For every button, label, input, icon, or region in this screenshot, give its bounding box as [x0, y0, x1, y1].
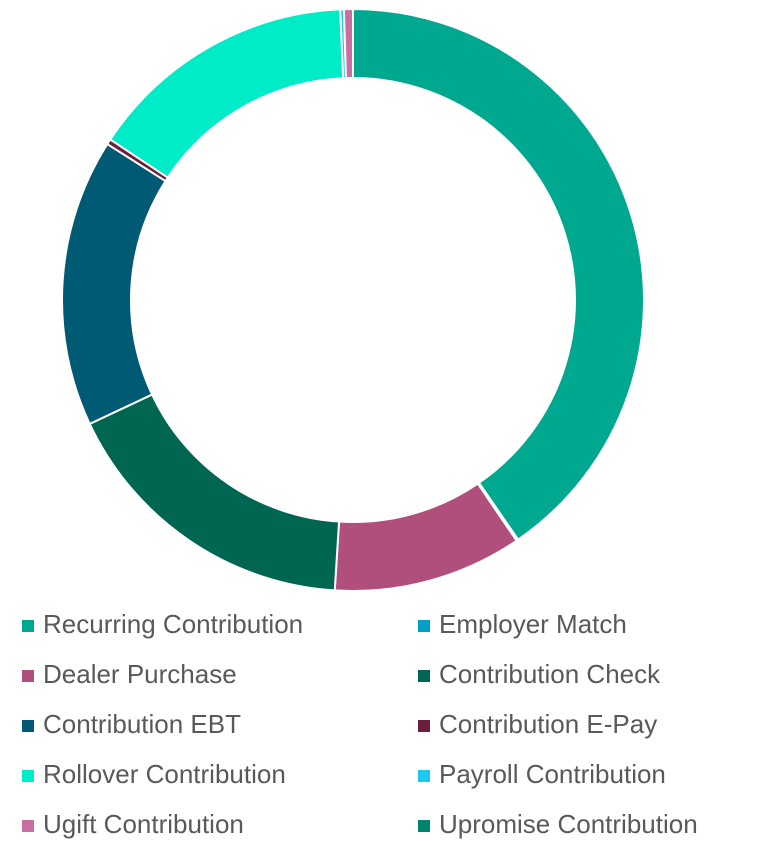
legend-swatch: [22, 770, 34, 782]
donut-slice: [61, 142, 167, 426]
legend-label: Payroll Contribution: [439, 759, 666, 789]
legend-swatch: [418, 720, 430, 732]
legend-label: Rollover Contribution: [43, 759, 286, 789]
legend-label: Contribution E-Pay: [439, 709, 657, 739]
legend-swatch: [418, 820, 430, 832]
donut-slice: [352, 7, 645, 542]
donut-slice: [108, 8, 345, 179]
donut-slice: [342, 7, 354, 80]
legend-label: Upromise Contribution: [439, 809, 698, 839]
legend-label: Ugift Contribution: [43, 809, 244, 839]
legend-label: Contribution EBT: [43, 709, 241, 739]
legend-swatch: [22, 820, 34, 832]
legend-label: Employer Match: [439, 609, 627, 639]
donut-slice: [88, 393, 341, 592]
legend-swatch: [418, 670, 430, 682]
legend-label: Dealer Purchase: [43, 659, 237, 689]
legend-label: Recurring Contribution: [43, 609, 303, 639]
legend-label: Contribution Check: [439, 659, 661, 689]
legend-swatch: [22, 670, 34, 682]
legend-swatch: [418, 770, 430, 782]
legend-swatch: [418, 620, 430, 632]
legend-swatch: [22, 620, 34, 632]
donut-slice: [333, 482, 518, 592]
legend-swatch: [22, 720, 34, 732]
